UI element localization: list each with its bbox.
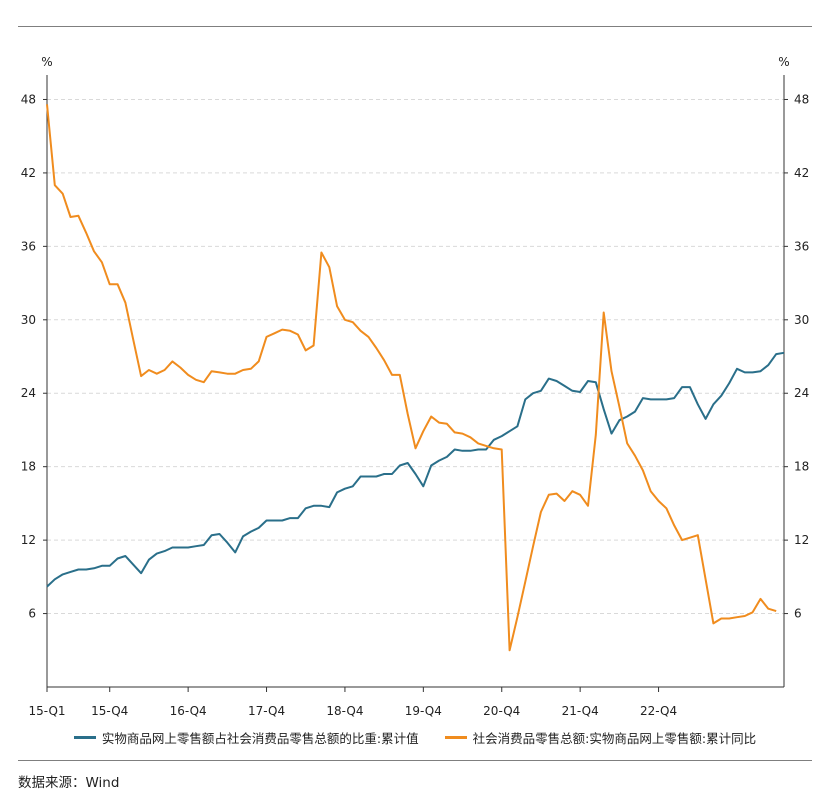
axes: [43, 75, 788, 692]
y-tick-label-left: 6: [28, 607, 36, 621]
legend-swatch-share: [73, 736, 96, 739]
legend-swatch-growth: [444, 736, 467, 739]
y-tick-label-left: 36: [21, 239, 36, 253]
y-unit-right: %: [778, 55, 789, 69]
y-tick-label-right: 6: [794, 607, 802, 621]
y-tick-label-right: 30: [794, 313, 809, 327]
y-tick-label-right: 18: [794, 460, 809, 474]
x-tick-label: 21-Q4: [562, 704, 599, 718]
y-tick-label-left: 12: [21, 533, 36, 547]
top-rule: [18, 26, 812, 27]
x-tick-label: 15-Q4: [91, 704, 128, 718]
x-tick-label: 22-Q4: [640, 704, 677, 718]
gridlines: [47, 98, 784, 615]
y-tick-label-left: 30: [21, 313, 36, 327]
y-tick-label-left: 42: [21, 166, 36, 180]
legend-item-growth: 社会消费品零售总额:实物商品网上零售额:累计同比: [444, 728, 757, 747]
series-line-growth: [46, 104, 777, 652]
x-tick-label: 20-Q4: [483, 704, 520, 718]
y-tick-label-right: 48: [794, 92, 809, 106]
y-tick-label-right: 36: [794, 239, 809, 253]
y-tick-label-left: 24: [21, 386, 36, 400]
series-lines: [46, 104, 785, 652]
x-tick-label: 16-Q4: [170, 704, 207, 718]
line-chart: 6 6 12 12 18 18 24 24 30 30 36 36 42 42 48 48% % 15-Q1 15-…: [21, 55, 810, 718]
bottom-rule: [18, 760, 812, 761]
x-tick-label: 19-Q4: [405, 704, 442, 718]
y-tick-label-right: 12: [794, 533, 809, 547]
source-note: 数据来源：Wind: [18, 775, 120, 791]
series-line-share: [46, 351, 785, 588]
y-tick-label-left: 18: [21, 460, 36, 474]
x-tick-label: 15-Q1: [28, 704, 65, 718]
y-tick-label-right: 42: [794, 166, 809, 180]
axis-labels: 6 6 12 12 18 18 24 24 30 30 36 36 42 42 48 48% % 15-Q1 15-…: [21, 55, 810, 718]
legend-item-share: 实物商品网上零售额占社会消费品零售总额的比重:累计值: [73, 728, 419, 747]
y-tick-label-left: 48: [21, 92, 36, 106]
x-tick-label: 18-Q4: [326, 704, 363, 718]
y-tick-label-right: 24: [794, 386, 809, 400]
y-unit-left: %: [41, 55, 52, 69]
legend-label-share: 实物商品网上零售额占社会消费品零售总额的比重:累计值: [101, 731, 419, 746]
x-tick-label: 17-Q4: [248, 704, 285, 718]
legend-label-growth: 社会消费品零售总额:实物商品网上零售额:累计同比: [472, 731, 757, 746]
legend: 实物商品网上零售额占社会消费品零售总额的比重:累计值 社会消费品零售总额:实物商…: [0, 728, 830, 747]
